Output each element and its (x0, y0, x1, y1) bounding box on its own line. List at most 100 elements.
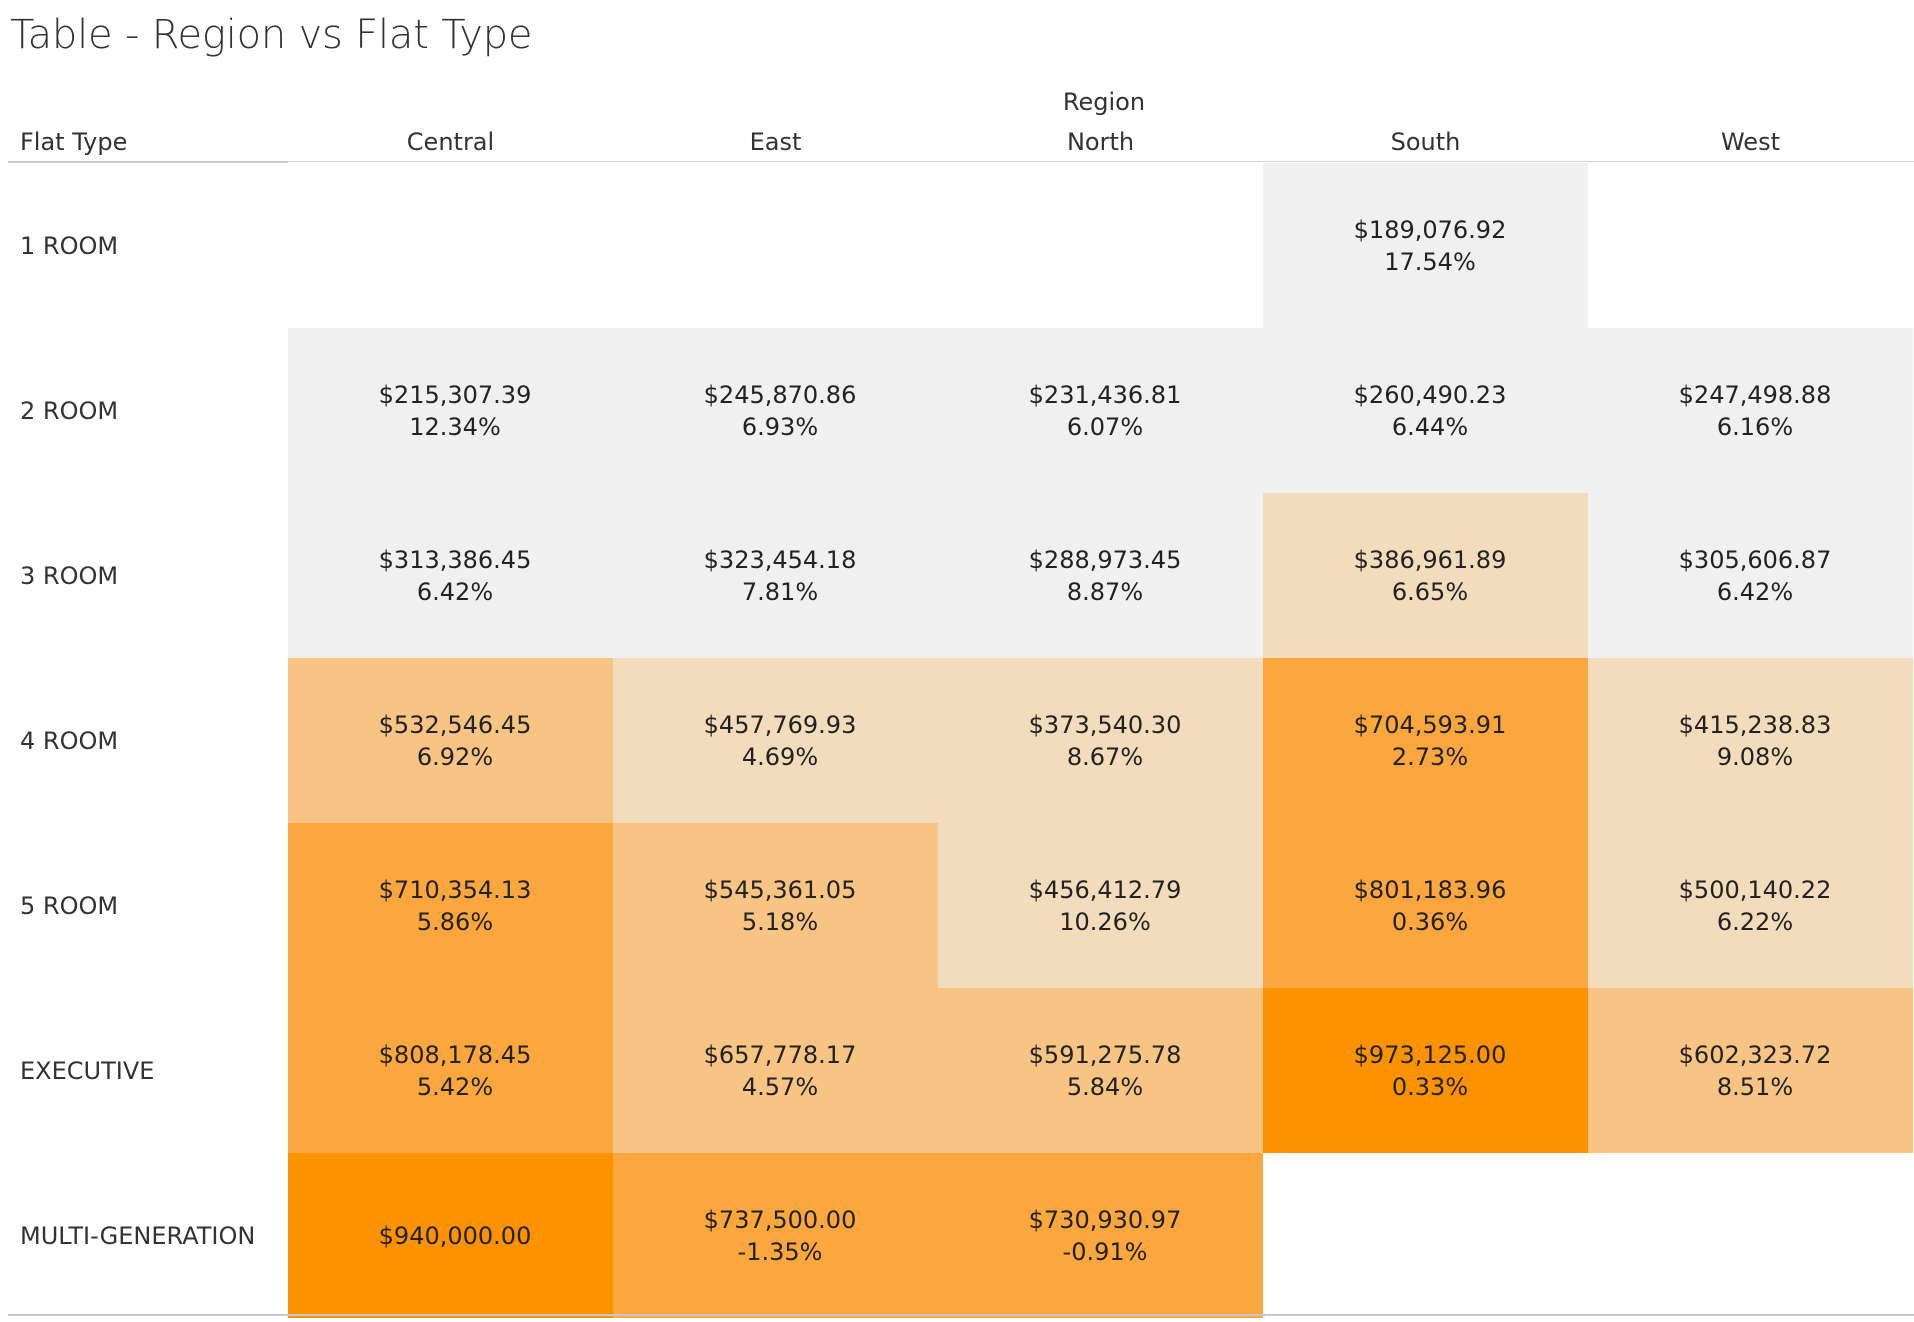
cell-percent: 9.08% (1716, 742, 1794, 771)
cell-value: $288,973.45 (1028, 545, 1182, 574)
row-label: 3 ROOM (20, 561, 119, 590)
cell-percent: 6.42% (416, 577, 494, 606)
cell-value: $415,238.83 (1678, 710, 1832, 739)
table-cell: $305,606.87 6.42% (1588, 493, 1913, 658)
table-cell: $215,307.39 12.34% (288, 328, 613, 493)
cell-percent: -0.91% (1062, 1237, 1148, 1266)
cell-percent: 8.87% (1066, 577, 1144, 606)
table-cell: $710,354.13 5.86% (288, 823, 613, 988)
cell-value: $940,000.00 (378, 1221, 532, 1250)
table-cell: $260,490.23 6.44% (1263, 328, 1588, 493)
column-header-central: Central (406, 128, 495, 156)
cell-percent: 0.36% (1391, 907, 1469, 936)
table-cell: $288,973.45 8.87% (938, 493, 1263, 658)
table-cell: $313,386.45 6.42% (288, 493, 613, 658)
cell-percent: 0.33% (1391, 1072, 1469, 1101)
cell-value: $231,436.81 (1028, 380, 1182, 409)
table-cell: $457,769.93 4.69% (613, 658, 938, 823)
cell-value: $305,606.87 (1678, 545, 1832, 574)
cell-percent: 8.51% (1716, 1072, 1794, 1101)
table-cell: $657,778.17 4.57% (613, 988, 938, 1153)
cell-value: $591,275.78 (1028, 1040, 1182, 1069)
table-cell: $500,140.22 6.22% (1588, 823, 1913, 988)
cell-percent: 4.57% (741, 1072, 819, 1101)
table-cell: $386,961.89 6.65% (1263, 493, 1588, 658)
cell-value: $973,125.00 (1353, 1040, 1507, 1069)
cell-percent: 6.07% (1066, 412, 1144, 441)
cell-percent: 6.65% (1391, 577, 1469, 606)
table-cell: $973,125.00 0.33% (1263, 988, 1588, 1153)
cell-value: $189,076.92 (1353, 215, 1507, 244)
table-cell: $247,498.88 6.16% (1588, 328, 1913, 493)
cell-percent: 6.16% (1716, 412, 1794, 441)
cell-percent: 6.93% (741, 412, 819, 441)
table-cell: $456,412.79 10.26% (938, 823, 1263, 988)
cell-percent: 17.54% (1384, 247, 1476, 276)
table-cell: $545,361.05 5.18% (613, 823, 938, 988)
table-cell: $189,076.92 17.54% (1263, 163, 1588, 328)
row-label: 2 ROOM (20, 396, 119, 425)
table-cell: $730,930.97 -0.91% (938, 1153, 1263, 1318)
cell-percent: 5.84% (1066, 1072, 1144, 1101)
cell-value: $500,140.22 (1678, 875, 1832, 904)
cell-percent: 4.69% (741, 742, 819, 771)
column-header-east: East (749, 128, 802, 156)
table-cell: $231,436.81 6.07% (938, 328, 1263, 493)
cell-value: $215,307.39 (378, 380, 532, 409)
cell-value: $247,498.88 (1678, 380, 1832, 409)
cell-value: $704,593.91 (1353, 710, 1507, 739)
column-header-west: West (1720, 128, 1780, 156)
cell-percent: 5.18% (741, 907, 819, 936)
cell-percent: 7.81% (741, 577, 819, 606)
cell-value: $260,490.23 (1353, 380, 1507, 409)
table-cell: $415,238.83 9.08% (1588, 658, 1913, 823)
row-label-divider (8, 161, 288, 163)
header-divider (288, 161, 1914, 162)
cell-value: $373,540.30 (1028, 710, 1182, 739)
table-cell: $373,540.30 8.67% (938, 658, 1263, 823)
cell-value: $245,870.86 (703, 380, 857, 409)
cell-percent: 2.73% (1391, 742, 1469, 771)
table-cell: $602,323.72 8.51% (1588, 988, 1913, 1153)
cell-percent: 10.26% (1059, 907, 1151, 936)
cell-value: $457,769.93 (703, 710, 857, 739)
column-header-south: South (1390, 128, 1461, 156)
cell-percent: 6.42% (1716, 577, 1794, 606)
cell-value: $737,500.00 (703, 1205, 857, 1234)
row-label: 5 ROOM (20, 891, 119, 920)
row-header-label: Flat Type (20, 128, 128, 156)
cell-value: $545,361.05 (703, 875, 857, 904)
cell-percent: 6.44% (1391, 412, 1469, 441)
table-cell: $737,500.00 -1.35% (613, 1153, 938, 1318)
table-cell: $245,870.86 6.93% (613, 328, 938, 493)
cell-percent: 6.22% (1716, 907, 1794, 936)
cell-value: $657,778.17 (703, 1040, 857, 1069)
cell-percent: 6.92% (416, 742, 494, 771)
bottom-divider (8, 1314, 1914, 1316)
cell-value: $730,930.97 (1028, 1205, 1182, 1234)
cell-percent: 5.86% (416, 907, 494, 936)
cell-value: $801,183.96 (1353, 875, 1507, 904)
cell-percent: 8.67% (1066, 742, 1144, 771)
cell-value: $532,546.45 (378, 710, 532, 739)
cell-value: $710,354.13 (378, 875, 532, 904)
column-group-label: Region (1062, 88, 1146, 116)
row-label: EXECUTIVE (20, 1056, 155, 1085)
row-label: 1 ROOM (20, 231, 119, 260)
table-cell: $808,178.45 5.42% (288, 988, 613, 1153)
row-label: 4 ROOM (20, 726, 119, 755)
cell-percent: 12.34% (409, 412, 501, 441)
table-cell: $801,183.96 0.36% (1263, 823, 1588, 988)
cell-value: $323,454.18 (703, 545, 857, 574)
row-label: MULTI-GENERATION (20, 1221, 256, 1250)
cell-value: $456,412.79 (1028, 875, 1182, 904)
cell-percent: -1.35% (737, 1237, 823, 1266)
cell-value: $808,178.45 (378, 1040, 532, 1069)
table-cell: $323,454.18 7.81% (613, 493, 938, 658)
table-cell: $940,000.00 (288, 1153, 613, 1318)
cell-value: $386,961.89 (1353, 545, 1507, 574)
column-header-north: North (1066, 128, 1135, 156)
cell-value: $313,386.45 (378, 545, 532, 574)
table-cell: $704,593.91 2.73% (1263, 658, 1588, 823)
table-cell: $591,275.78 5.84% (938, 988, 1263, 1153)
